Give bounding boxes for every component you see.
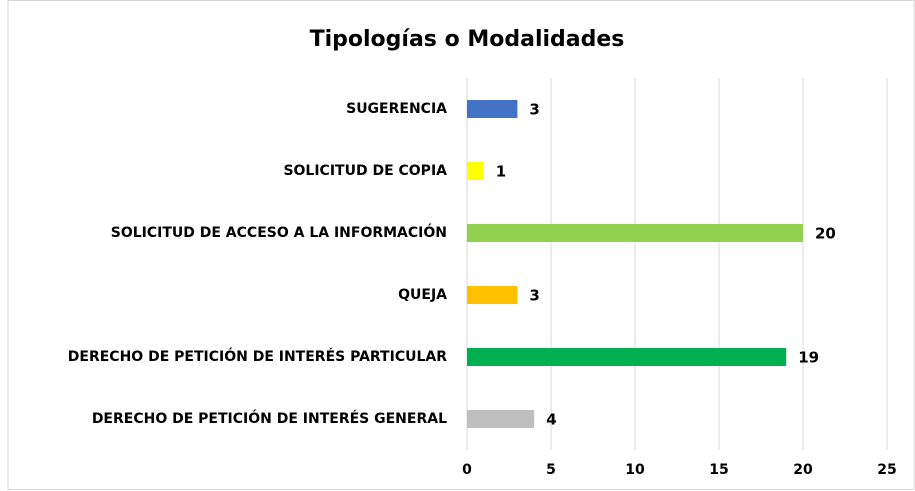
y-tick-label: QUEJA	[398, 287, 447, 303]
data-label: 20	[815, 225, 836, 243]
data-label: 3	[529, 101, 539, 119]
x-tick-label: 25	[877, 462, 896, 478]
x-tick-label: 15	[709, 462, 728, 478]
y-tick-label: DERECHO DE PETICIÓN DE INTERÉS GENERAL	[92, 409, 447, 427]
bar	[467, 348, 787, 366]
data-label: 1	[496, 163, 506, 181]
x-tick-label: 5	[546, 462, 556, 478]
bar	[467, 410, 535, 428]
y-tick-label: SUGERENCIA	[346, 101, 447, 117]
x-tick-label: 10	[625, 462, 645, 478]
y-tick-label: SOLICITUD DE ACCESO A LA INFORMACIÓN	[111, 223, 447, 241]
chart-title: Tipologías o Modalidades	[310, 27, 625, 52]
x-tick-label: 0	[462, 462, 472, 478]
y-tick-label: SOLICITUD DE COPIA	[283, 163, 447, 179]
y-tick-label: DERECHO DE PETICIÓN DE INTERÉS PARTICULA…	[68, 347, 447, 365]
bar	[467, 224, 803, 242]
data-label: 4	[546, 411, 556, 429]
bar	[467, 162, 484, 180]
chart-border	[7, 0, 915, 490]
data-label: 19	[798, 349, 819, 367]
bar	[467, 286, 518, 304]
x-tick-label: 20	[793, 462, 813, 478]
data-label: 3	[529, 287, 539, 305]
bar	[467, 100, 518, 118]
